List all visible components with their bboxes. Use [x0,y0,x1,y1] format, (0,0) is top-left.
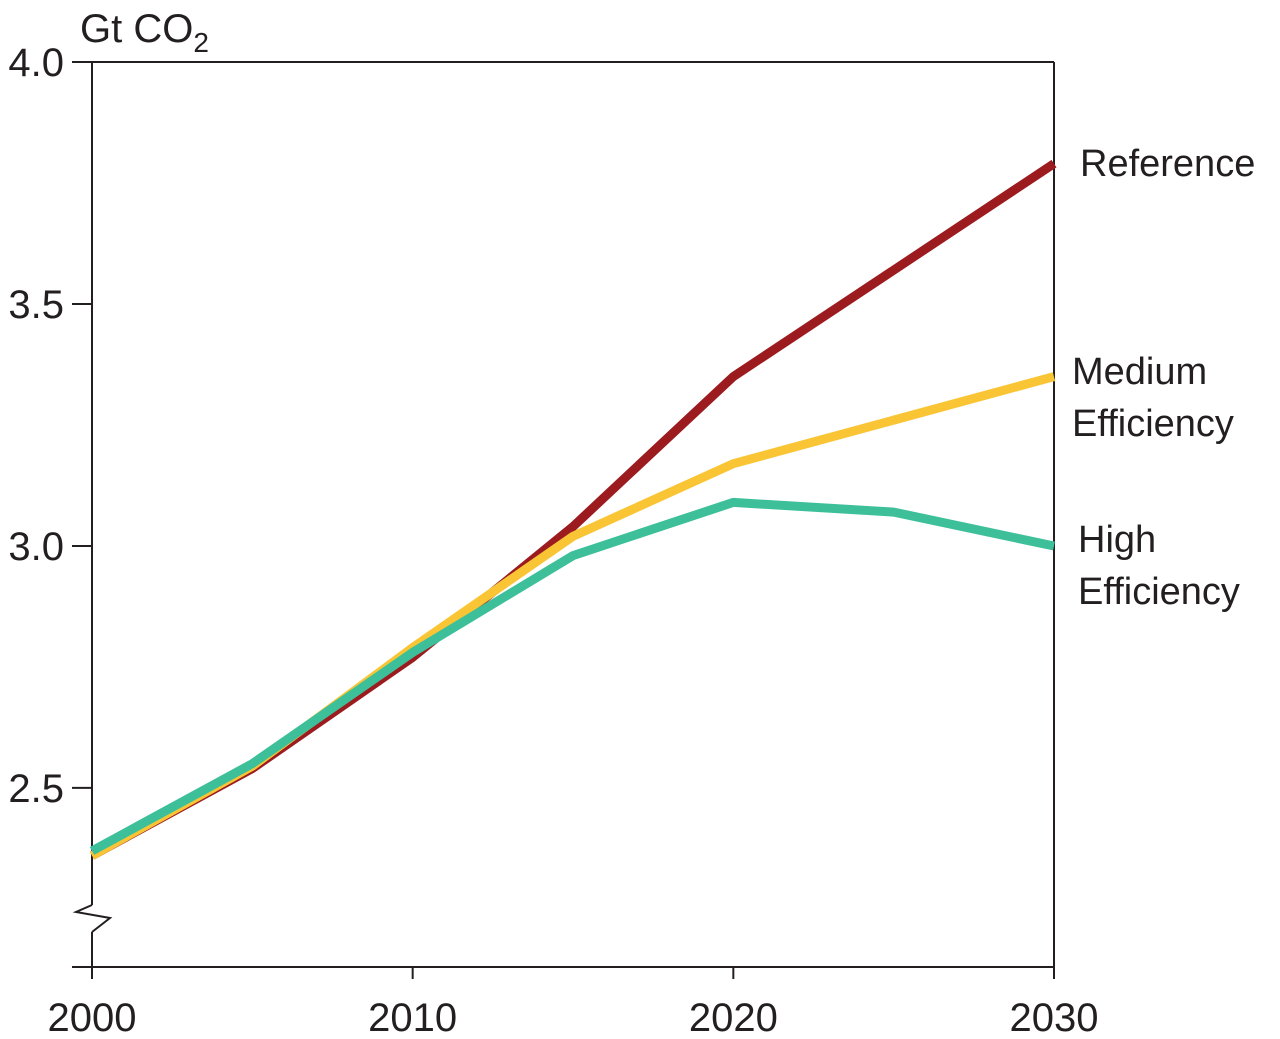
series-lines [89,159,1057,860]
series-label-medium-efficiency: Medium Efficiency [1072,351,1234,445]
series-label-reference: Reference [1080,143,1255,185]
axis-break-mark [72,904,113,933]
series-label-line: Medium [1072,351,1207,393]
series-label-line: High [1078,519,1156,561]
series-label-line: Reference [1080,143,1255,185]
y-tick-label: 4.0 [8,41,64,85]
series-label-high-efficiency: High Efficiency [1078,519,1240,613]
y-tick-label: 3.5 [8,283,64,327]
axis-ticks: 2.5 3.0 3.5 4.0 2000 2010 2020 2030 [8,41,1098,1039]
series-label-line: Efficiency [1078,571,1240,613]
y-tick-label: 3.0 [8,525,64,569]
y-axis-title: Gt CO2 [80,7,209,58]
x-tick-label: 2030 [1010,996,1099,1039]
series-line-high-efficiency [89,497,1055,855]
y-tick-label: 2.5 [8,767,64,811]
plot-frame [72,61,1055,968]
x-tick-label: 2020 [689,996,778,1039]
series-label-line: Efficiency [1072,403,1234,445]
series-labels: Reference Medium Efficiency High Efficiency [1072,143,1255,613]
x-tick-label: 2000 [48,996,137,1039]
x-tick-label: 2010 [368,996,457,1039]
y-axis-title-main: Gt CO [80,7,193,51]
series-line-reference [89,159,1057,860]
y-axis-title-subscript: 2 [193,27,209,58]
series-line-medium-efficiency [89,372,1056,860]
